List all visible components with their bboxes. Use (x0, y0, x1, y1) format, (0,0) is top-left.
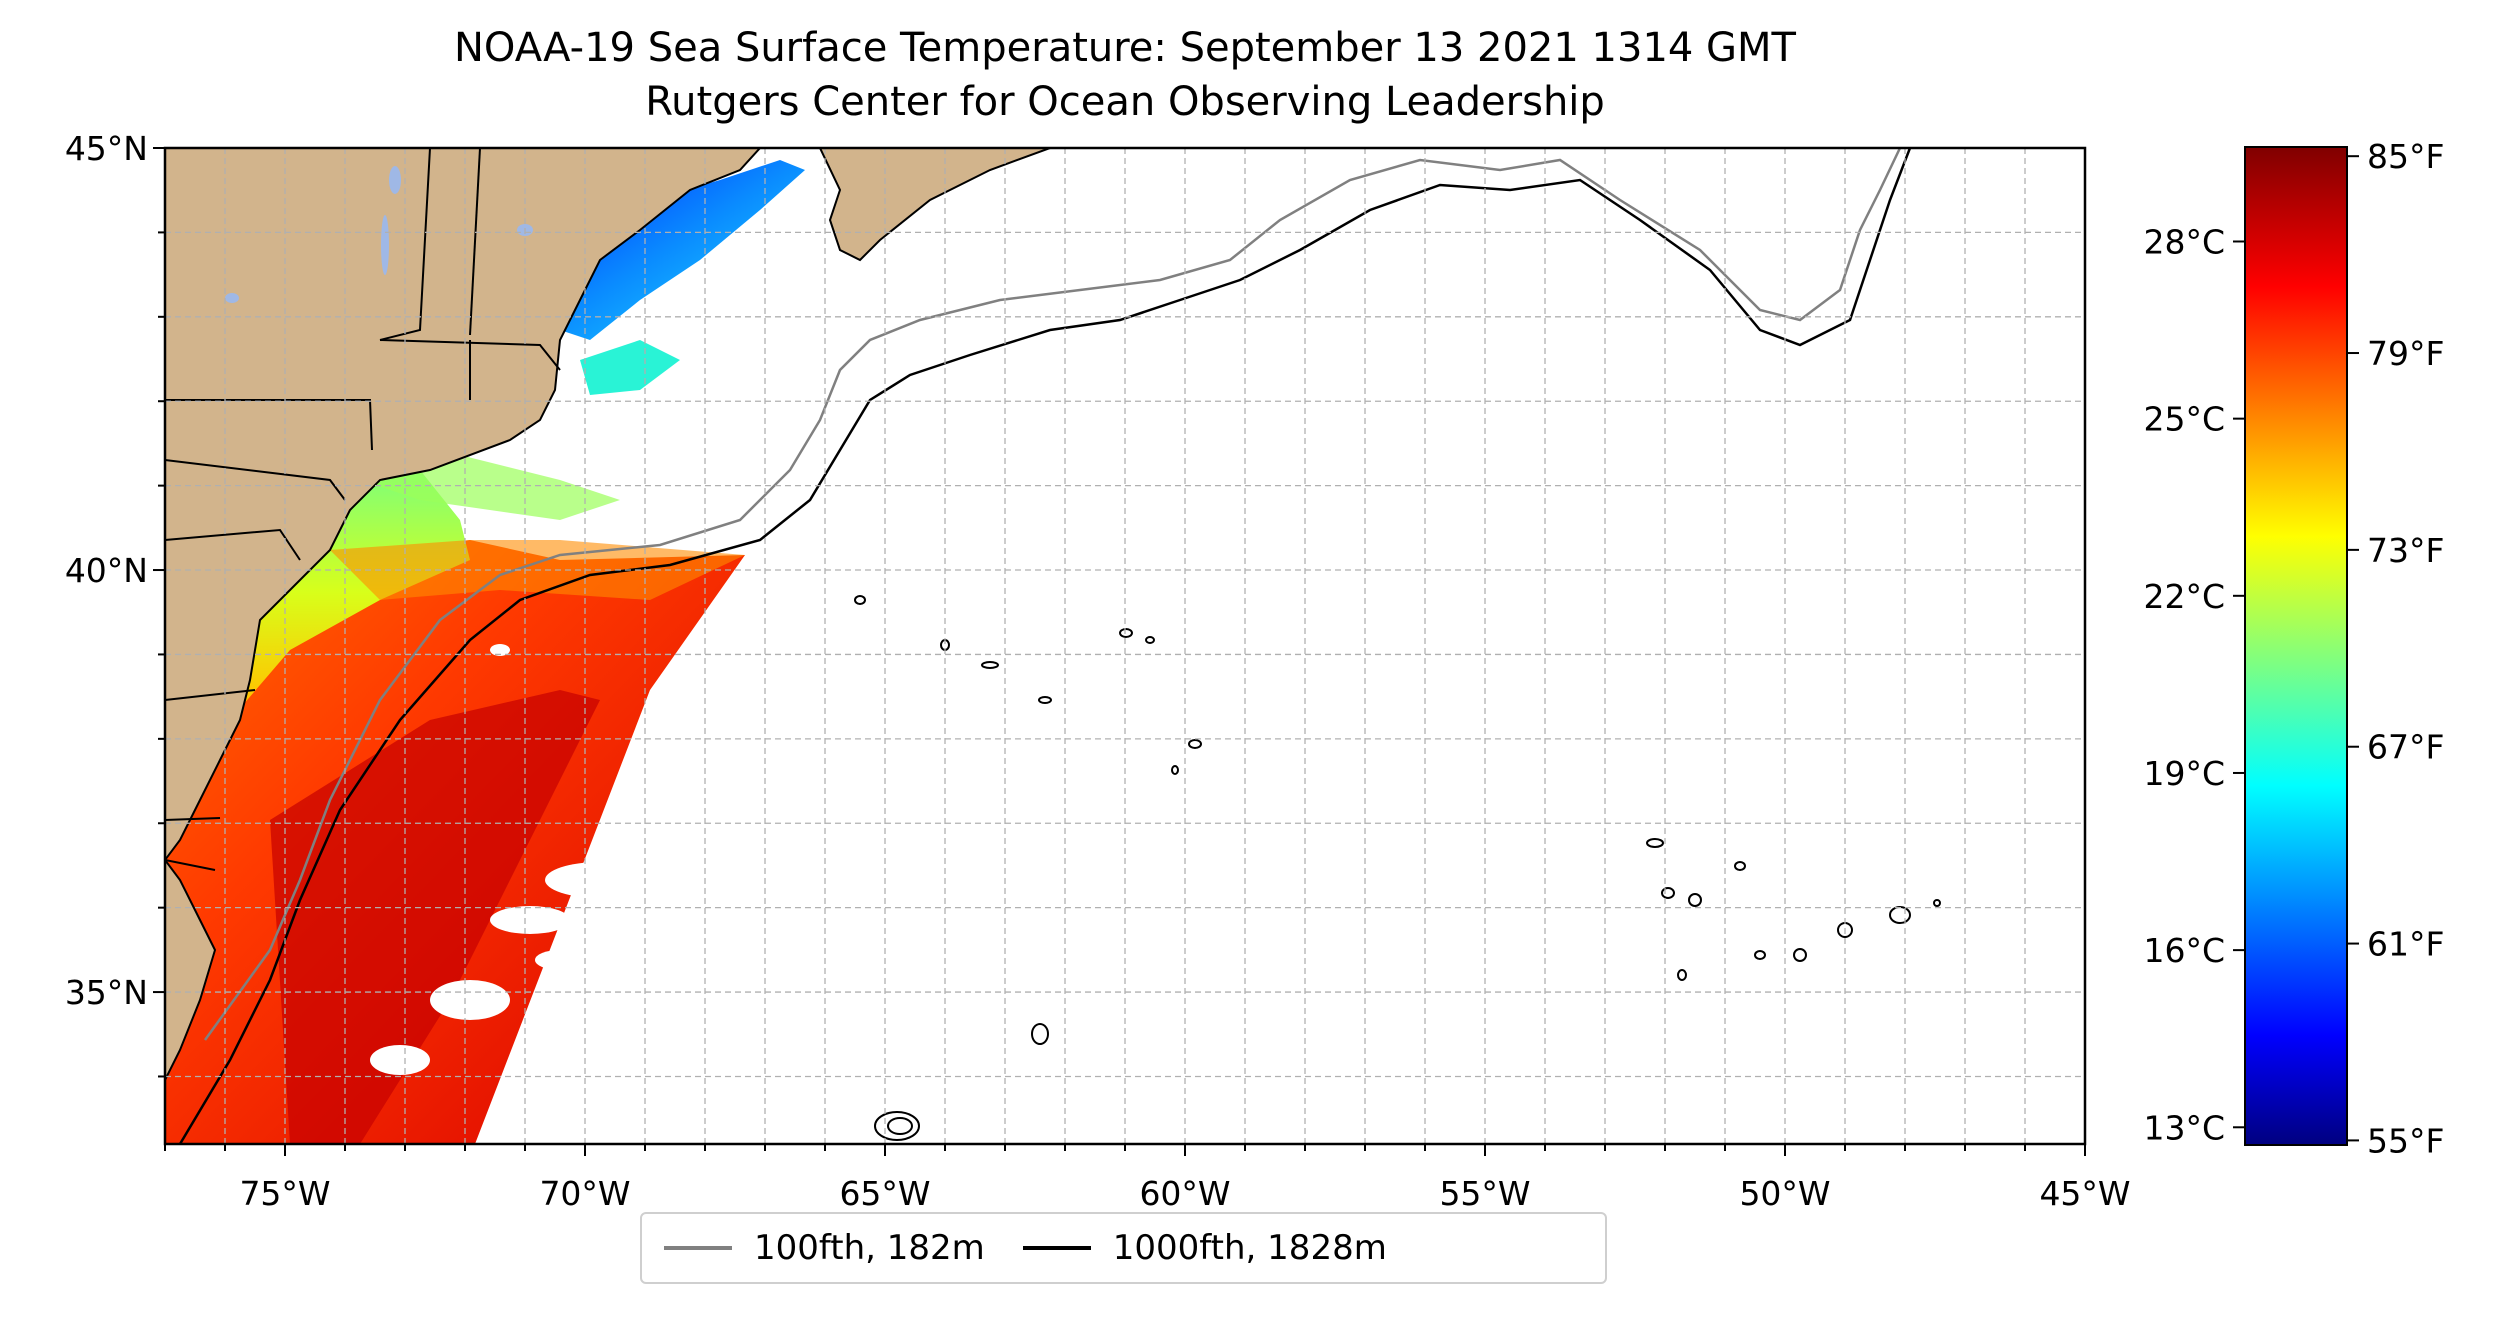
map-subtitle: Rutgers Center for Ocean Observing Leade… (645, 79, 1605, 125)
legend-swatch-1000fth (1022, 1246, 1091, 1250)
legend-label-100fth: 100fth, 182m (754, 1228, 985, 1268)
isobath-100fth (203, 148, 1902, 1041)
celsius-tick-label: 22°C (2143, 577, 2225, 616)
map-title: NOAA-19 Sea Surface Temperature: Septemb… (454, 25, 1796, 71)
y-tick-label: 40°N (65, 551, 148, 590)
celsius-tick-label: 28°C (2143, 222, 2225, 261)
fahrenheit-tick-label: 79°F (2367, 334, 2444, 373)
x-tick-label: 75°W (239, 1174, 330, 1213)
axis-ticks: 75°W 70°W 65°W 60°W 55°W 50°W 45°W 45°N 40°N 35°N (65, 129, 2131, 1213)
colorbar (2244, 146, 2348, 1146)
y-tick-label: 35°N (65, 973, 148, 1012)
fahrenheit-tick-label: 73°F (2367, 531, 2444, 570)
state-borders (165, 148, 561, 871)
isobath-legend: 100fth, 182m 1000fth, 1828m (640, 1212, 1607, 1284)
y-tick-label: 45°N (65, 129, 148, 168)
x-tick-label: 65°W (839, 1174, 930, 1213)
legend-item-1000fth: 1000fth, 1828m (1022, 1228, 1387, 1268)
celsius-tick-label: 13°C (2143, 1108, 2225, 1147)
isobath-1000fth (178, 148, 1912, 1144)
legend-swatch-100fth (664, 1246, 732, 1250)
legend-label-1000fth: 1000fth, 1828m (1112, 1228, 1387, 1268)
seamount-contours (854, 595, 1941, 1141)
colorbar-ticks: 28°C 25°C 22°C 19°C 16°C 13°C 85°F 79°F 73°F 67°F… (2143, 137, 2444, 1160)
celsius-tick-label: 19°C (2143, 754, 2225, 793)
map-area (165, 148, 2085, 1144)
celsius-tick-label: 16°C (2143, 931, 2225, 970)
gridlines (165, 148, 2085, 1144)
celsius-tick-label: 25°C (2143, 400, 2225, 439)
fahrenheit-tick-label: 85°F (2367, 137, 2444, 176)
x-tick-label: 50°W (1739, 1174, 1830, 1213)
legend-item-100fth: 100fth, 182m (664, 1228, 985, 1268)
x-tick-label: 70°W (539, 1174, 630, 1213)
x-tick-label: 55°W (1439, 1174, 1530, 1213)
fahrenheit-tick-label: 67°F (2367, 728, 2444, 767)
fahrenheit-tick-label: 61°F (2367, 925, 2444, 964)
x-tick-label: 45°W (2039, 1174, 2130, 1213)
x-tick-label: 60°W (1139, 1174, 1230, 1213)
fahrenheit-tick-label: 55°F (2367, 1121, 2444, 1160)
